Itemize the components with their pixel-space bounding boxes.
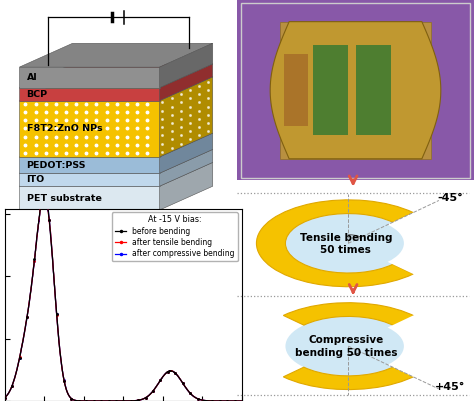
Text: -45°: -45° [437, 192, 463, 203]
Text: Al: Al [27, 73, 37, 82]
Wedge shape [388, 314, 445, 379]
Polygon shape [19, 67, 160, 88]
Text: BCP: BCP [27, 90, 48, 99]
after tensile bending [206, 399, 212, 401]
Polygon shape [160, 162, 213, 210]
after compressive bending [146, 393, 152, 398]
Wedge shape [283, 303, 440, 389]
after compressive bending [140, 397, 146, 401]
Bar [356, 45, 391, 135]
Text: 50 times: 50 times [320, 245, 371, 255]
before bending [182, 384, 188, 389]
Polygon shape [19, 162, 213, 186]
Polygon shape [19, 173, 160, 186]
Polygon shape [160, 43, 213, 88]
Bar [284, 54, 308, 126]
Wedge shape [388, 211, 445, 275]
before bending [239, 399, 245, 401]
Text: Tensile bending: Tensile bending [300, 233, 392, 243]
Polygon shape [19, 157, 160, 173]
Legend: before bending, after tensile bending, after compressive bending: before bending, after tensile bending, a… [112, 213, 238, 261]
Polygon shape [160, 64, 213, 101]
after compressive bending [42, 190, 48, 195]
after compressive bending [153, 385, 159, 389]
after tensile bending [146, 393, 152, 398]
Text: bending 50 times: bending 50 times [295, 348, 397, 358]
before bending [206, 399, 212, 401]
before bending [17, 357, 22, 362]
Polygon shape [19, 88, 160, 101]
Text: Compressive: Compressive [308, 335, 383, 345]
before bending [153, 385, 159, 389]
after compressive bending [2, 395, 8, 400]
Text: F8T2:ZnO NPs: F8T2:ZnO NPs [27, 124, 102, 134]
Circle shape [285, 316, 411, 376]
before bending [140, 397, 146, 401]
after tensile bending [182, 384, 188, 389]
Polygon shape [19, 133, 213, 157]
after tensile bending [17, 357, 22, 362]
Wedge shape [256, 200, 413, 287]
Circle shape [285, 214, 411, 273]
after tensile bending [2, 395, 8, 400]
PathPatch shape [270, 22, 441, 159]
Polygon shape [160, 150, 213, 186]
after tensile bending [153, 385, 159, 389]
after tensile bending [140, 397, 146, 401]
Bar [280, 22, 431, 159]
after compressive bending [239, 399, 245, 401]
Polygon shape [19, 150, 213, 173]
after tensile bending [239, 399, 245, 401]
Text: PET substrate: PET substrate [27, 194, 101, 203]
Polygon shape [19, 64, 213, 88]
Polygon shape [160, 133, 213, 173]
Bar [313, 45, 348, 135]
Text: +45°: +45° [435, 382, 465, 392]
Line: after compressive bending: after compressive bending [3, 191, 243, 401]
Polygon shape [19, 77, 213, 101]
Text: ITO: ITO [27, 175, 45, 184]
after compressive bending [206, 399, 212, 401]
after compressive bending [17, 357, 22, 362]
before bending [146, 393, 152, 398]
after compressive bending [182, 384, 188, 389]
after tensile bending [41, 192, 47, 197]
Polygon shape [19, 43, 213, 67]
Polygon shape [19, 101, 160, 157]
Line: after tensile bending: after tensile bending [3, 193, 243, 401]
Polygon shape [160, 77, 213, 157]
Polygon shape [19, 186, 160, 210]
before bending [2, 395, 8, 400]
Line: before bending: before bending [3, 193, 243, 401]
before bending [42, 192, 47, 196]
Text: PEDOT:PSS: PEDOT:PSS [27, 161, 86, 170]
